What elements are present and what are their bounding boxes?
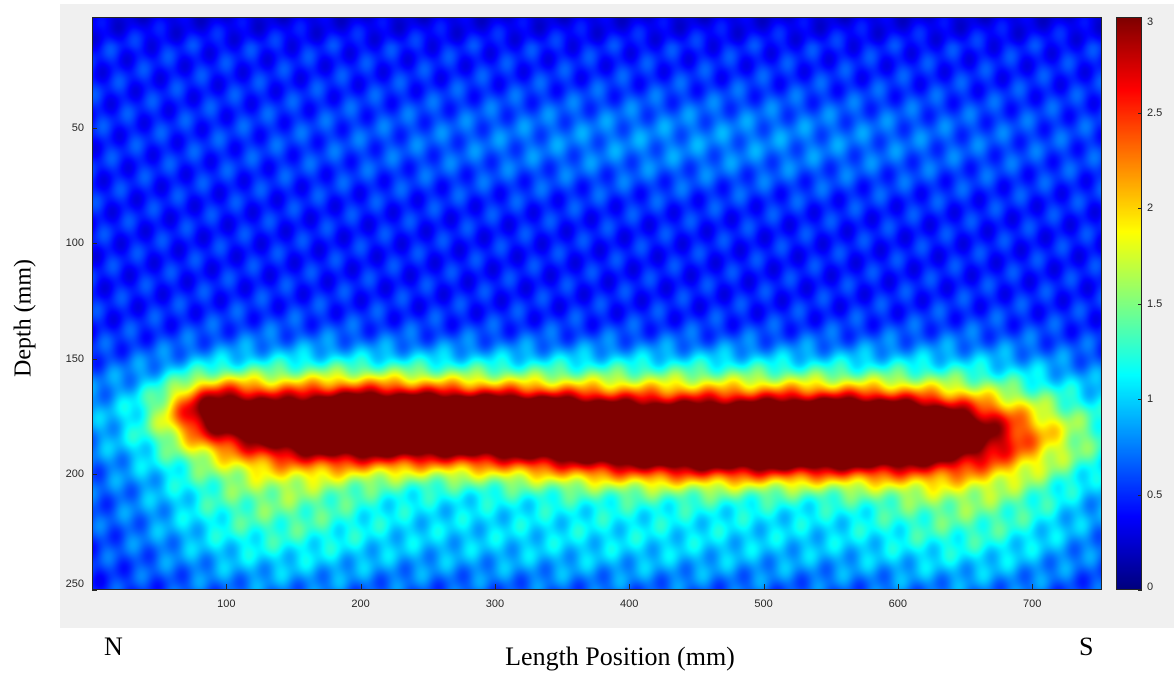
colorbar-tick-mark: [1138, 399, 1142, 400]
x-tick-mark: [494, 584, 496, 589]
colorbar-tick-mark: [1138, 112, 1142, 114]
y-tick-mark: [92, 474, 97, 476]
y-tick-mark: [92, 590, 97, 591]
y-tick-mark: [92, 127, 97, 129]
x-tick-mark: [629, 584, 631, 589]
colorbar-gradient: [1117, 18, 1141, 589]
colorbar-tick-label: 0: [1147, 581, 1154, 593]
x-tick-label: 200: [351, 598, 370, 610]
x-tick-mark: [226, 584, 228, 589]
x-tick-mark: [1032, 584, 1034, 589]
x-tick-mark: [360, 584, 362, 589]
colorbar-tick-label: 3: [1147, 16, 1154, 28]
x-tick-mark: [763, 584, 765, 589]
colorbar-tick-mark: [1138, 494, 1142, 496]
colorbar-tick-mark: [1138, 208, 1142, 209]
x-tick-label: 500: [754, 598, 773, 610]
y-tick-mark: [92, 243, 97, 245]
south-annotation: S: [1079, 632, 1094, 661]
colorbar-tick-label: 1.5: [1147, 297, 1163, 310]
y-tick-label: 50: [71, 121, 84, 134]
x-tick-label: 300: [485, 598, 505, 610]
x-tick-label: 400: [620, 598, 639, 610]
x-tick-mark: [897, 584, 899, 589]
y-axis-label: Depth (mm): [10, 259, 37, 377]
y-tick-mark: [92, 358, 97, 360]
x-tick-label: 600: [888, 598, 908, 610]
x-tick-label: 100: [217, 598, 236, 610]
colorbar-tick-label: 0.5: [1147, 488, 1163, 501]
y-tick-label: 150: [65, 352, 84, 365]
colorbar-tick-mark: [1138, 590, 1142, 591]
y-tick-label: 250: [65, 578, 84, 590]
heatmap-image: [93, 18, 1101, 589]
colorbar-tick-label: 2: [1147, 202, 1154, 214]
colorbar-tick-mark: [1138, 17, 1142, 18]
y-tick-label: 100: [65, 237, 84, 250]
x-axis-label: Length Position (mm): [505, 642, 735, 671]
colorbar: [1116, 17, 1142, 590]
x-tick-label: 700: [1022, 598, 1042, 610]
colorbar-tick-label: 1: [1147, 393, 1154, 405]
y-tick-label: 200: [65, 468, 84, 481]
colorbar-tick-mark: [1138, 303, 1142, 305]
north-annotation: N: [104, 632, 123, 661]
colorbar-tick-label: 2.5: [1147, 106, 1163, 119]
heatmap-plot-area: [92, 17, 1102, 590]
